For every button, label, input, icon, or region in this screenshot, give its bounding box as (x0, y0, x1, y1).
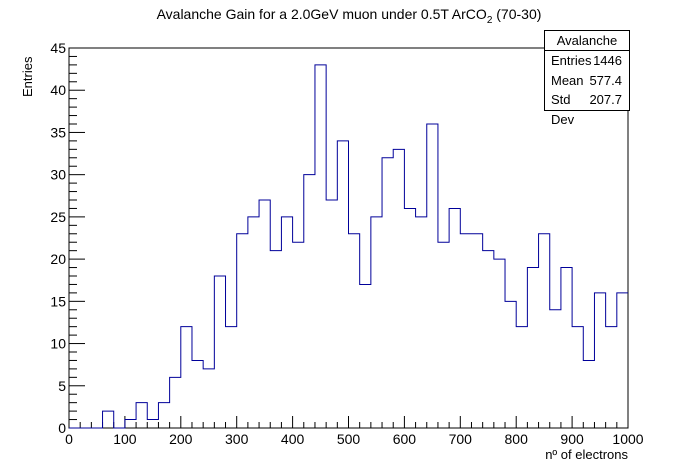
y-tick-label: 30 (50, 167, 66, 183)
stats-row-stddev: Std Dev 207.7 (545, 90, 629, 127)
y-tick-label: 10 (50, 336, 66, 352)
chart-title: Avalanche Gain for a 2.0GeV muon under 0… (156, 6, 542, 26)
x-axis-label: nº of electrons (545, 447, 628, 462)
y-tick-label: 15 (50, 293, 66, 309)
stats-row-mean: Mean 577.4 (545, 71, 629, 91)
x-tick-label: 400 (281, 431, 305, 447)
y-tick-label: 35 (50, 124, 66, 140)
y-tick-label: 20 (50, 251, 66, 267)
stats-label: Std Dev (551, 92, 575, 127)
x-tick-label: 500 (337, 431, 361, 447)
x-tick-label: 700 (449, 431, 473, 447)
y-tick-label: 45 (50, 40, 66, 56)
stats-box: Avalanche Entries 1446 Mean 577.4 Std De… (544, 30, 630, 127)
stats-label: Entries (551, 53, 592, 68)
y-tick-label: 40 (50, 82, 66, 98)
stats-value: 207.7 (589, 92, 622, 107)
stats-row-entries: Entries 1446 (545, 51, 629, 71)
x-tick-label: 900 (560, 431, 584, 447)
x-tick-label: 200 (169, 431, 193, 447)
x-tick-label: 100 (113, 431, 137, 447)
histogram-line (69, 64, 628, 429)
stats-box-title: Avalanche (545, 31, 629, 51)
stats-label: Mean (551, 72, 584, 88)
y-tick-label: 0 (58, 420, 66, 436)
x-tick-label: 800 (505, 431, 529, 447)
y-tick-label: 25 (50, 209, 66, 225)
stats-value: 1446 (593, 53, 622, 68)
stats-value: 577.4 (589, 72, 622, 88)
x-tick-label: 1000 (612, 431, 643, 447)
x-tick-label: 600 (393, 431, 417, 447)
y-axis-label: Entries (20, 56, 35, 97)
x-tick-label: 300 (225, 431, 249, 447)
y-tick-label: 5 (58, 378, 66, 394)
x-tick-label: 0 (65, 431, 73, 447)
